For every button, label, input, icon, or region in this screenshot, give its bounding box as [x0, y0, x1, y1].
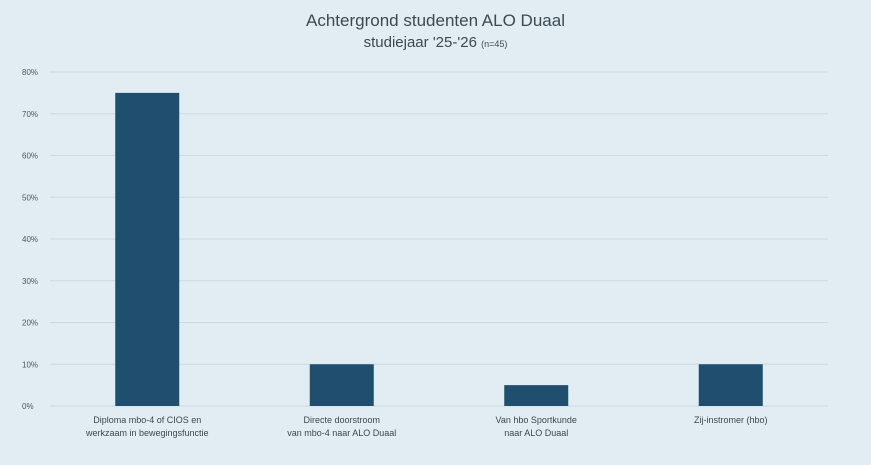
y-tick-label: 40%: [22, 235, 38, 244]
bar: [115, 92, 180, 406]
y-tick-label: 70%: [22, 110, 38, 119]
category-label: naar ALO Duaal: [504, 428, 568, 438]
bar: [698, 364, 763, 406]
y-tick-label: 60%: [22, 152, 38, 161]
y-tick-label: 80%: [22, 68, 38, 77]
chart-title-block: Achtergrond studenten ALO Duaal studieja…: [0, 10, 871, 55]
chart-subtitle-text: studiejaar '25-'26: [363, 34, 477, 51]
chart-subtitle-note: (n=45): [481, 39, 508, 49]
category-label: Van hbo Sportkunde: [496, 415, 577, 425]
y-tick-label: 30%: [22, 277, 38, 286]
category-label: Directe doorstroom: [303, 415, 380, 425]
y-tick-label: 10%: [22, 360, 38, 369]
bar: [309, 364, 374, 406]
category-label: Zij-instromer (hbo): [694, 415, 768, 425]
category-label: Diploma mbo-4 of CIOS en: [93, 415, 201, 425]
chart-title: Achtergrond studenten ALO Duaal: [306, 11, 565, 30]
chart-subtitle: studiejaar '25-'26 (n=45): [0, 32, 871, 55]
bar: [504, 385, 569, 406]
category-label: werkzaam in bewegingsfunctie: [85, 428, 209, 438]
category-label: van mbo-4 naar ALO Duaal: [287, 428, 396, 438]
y-tick-label: 0%: [22, 402, 34, 411]
y-tick-label: 20%: [22, 319, 38, 328]
y-tick-label: 50%: [22, 193, 38, 202]
